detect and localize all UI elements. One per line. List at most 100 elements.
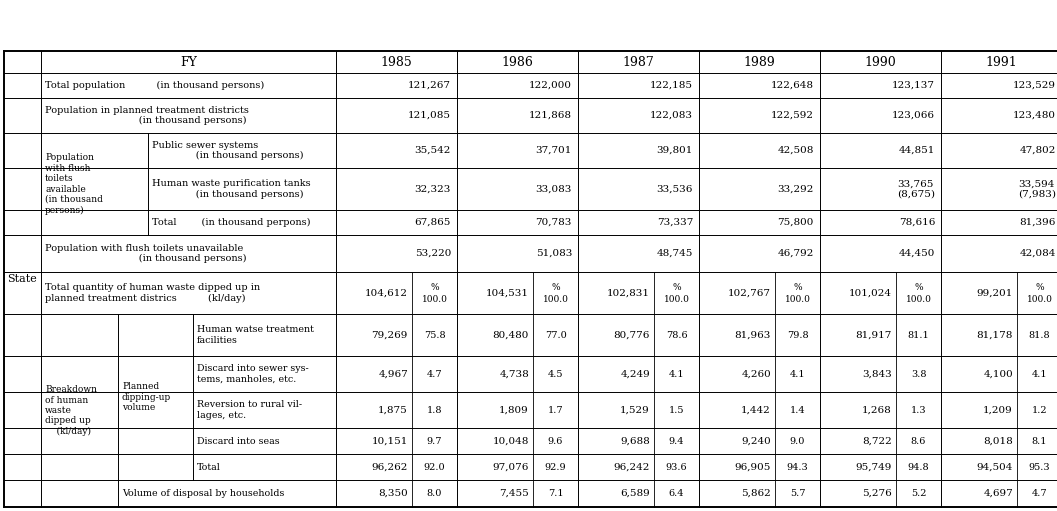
Text: 75.8: 75.8: [424, 331, 445, 339]
Text: 5.7: 5.7: [790, 489, 805, 498]
Text: 102,767: 102,767: [728, 289, 771, 297]
Text: 100.0: 100.0: [422, 294, 447, 304]
Text: 4.7: 4.7: [1032, 489, 1047, 498]
Text: 8.0: 8.0: [427, 489, 442, 498]
Text: 70,783: 70,783: [536, 218, 572, 227]
Text: 3.8: 3.8: [911, 369, 926, 379]
Text: 4,100: 4,100: [983, 369, 1013, 379]
Text: 78.6: 78.6: [666, 331, 687, 339]
Text: 92.0: 92.0: [424, 462, 445, 472]
Text: 8.1: 8.1: [1032, 436, 1047, 446]
Text: 1989: 1989: [744, 56, 776, 68]
Text: 81.8: 81.8: [1028, 331, 1051, 339]
Text: 4.1: 4.1: [790, 369, 805, 379]
Text: 9,240: 9,240: [741, 436, 771, 446]
Text: 1,209: 1,209: [983, 406, 1013, 414]
Text: 123,480: 123,480: [1013, 111, 1056, 120]
Text: 44,450: 44,450: [898, 249, 935, 258]
Text: 9.6: 9.6: [548, 436, 563, 446]
Text: 101,024: 101,024: [849, 289, 892, 297]
Text: 42,508: 42,508: [778, 146, 814, 155]
Text: 1.5: 1.5: [669, 406, 684, 414]
Text: 96,242: 96,242: [614, 462, 650, 472]
Text: 5,862: 5,862: [741, 489, 771, 498]
Text: State: State: [7, 274, 37, 284]
Text: 4,249: 4,249: [620, 369, 650, 379]
Text: Population with flush toilets unavailable
                              (in thou: Population with flush toilets unavailabl…: [45, 244, 246, 263]
Text: 9.4: 9.4: [669, 436, 684, 446]
Text: 46,792: 46,792: [778, 249, 814, 258]
Text: 73,337: 73,337: [656, 218, 693, 227]
Text: 100.0: 100.0: [906, 294, 931, 304]
Text: 7.1: 7.1: [548, 489, 563, 498]
Text: Public sewer systems
              (in thousand persons): Public sewer systems (in thousand person…: [152, 141, 303, 160]
Text: Reversion to rural vil-
lages, etc.: Reversion to rural vil- lages, etc.: [197, 400, 302, 420]
Text: 81.1: 81.1: [908, 331, 929, 339]
Text: 81,396: 81,396: [1020, 218, 1056, 227]
Text: 33,292: 33,292: [778, 184, 814, 194]
Text: Total        (in thousand perpons): Total (in thousand perpons): [152, 218, 311, 227]
Text: 79,269: 79,269: [372, 331, 408, 339]
Text: 121,868: 121,868: [528, 111, 572, 120]
Text: 79.8: 79.8: [786, 331, 809, 339]
Text: 35,542: 35,542: [414, 146, 451, 155]
Text: 4.1: 4.1: [1032, 369, 1047, 379]
Text: 94,504: 94,504: [977, 462, 1013, 472]
Text: 4,697: 4,697: [983, 489, 1013, 498]
Text: Population
with flush
toilets
available
(in thousand
persons): Population with flush toilets available …: [45, 153, 103, 215]
Text: 104,612: 104,612: [365, 289, 408, 297]
Text: 97,076: 97,076: [493, 462, 528, 472]
Text: 1991: 1991: [985, 56, 1018, 68]
Text: 93.6: 93.6: [666, 462, 687, 472]
Text: Discard into seas: Discard into seas: [197, 436, 280, 446]
Text: %: %: [914, 283, 923, 291]
Text: 4,260: 4,260: [741, 369, 771, 379]
Text: %: %: [551, 283, 560, 291]
Text: 4.7: 4.7: [427, 369, 442, 379]
Text: 1.8: 1.8: [427, 406, 442, 414]
Text: 67,865: 67,865: [414, 218, 451, 227]
Text: 99,201: 99,201: [977, 289, 1013, 297]
Text: Total quantity of human waste dipped up in
planned treatment districs          (: Total quantity of human waste dipped up …: [45, 283, 260, 303]
Text: Planned
dipping-up
volume: Planned dipping-up volume: [122, 382, 171, 412]
Text: 47,802: 47,802: [1020, 146, 1056, 155]
Text: 51,083: 51,083: [536, 249, 572, 258]
Text: 81,963: 81,963: [735, 331, 771, 339]
Text: 80,776: 80,776: [614, 331, 650, 339]
Text: 10,048: 10,048: [493, 436, 528, 446]
Text: 123,066: 123,066: [892, 111, 935, 120]
Text: 81,917: 81,917: [855, 331, 892, 339]
Text: 102,831: 102,831: [607, 289, 650, 297]
Text: 4.5: 4.5: [548, 369, 563, 379]
Text: 8,018: 8,018: [983, 436, 1013, 446]
Text: 1990: 1990: [865, 56, 896, 68]
Text: 1.7: 1.7: [548, 406, 563, 414]
Text: 7,455: 7,455: [499, 489, 528, 498]
Text: 100.0: 100.0: [1026, 294, 1053, 304]
Text: 104,531: 104,531: [486, 289, 528, 297]
Text: 80,480: 80,480: [493, 331, 528, 339]
Text: 33,594
(7,983): 33,594 (7,983): [1018, 179, 1056, 199]
Text: Volume of disposal by households: Volume of disposal by households: [122, 489, 284, 498]
Text: 92.9: 92.9: [544, 462, 567, 472]
Text: 95.3: 95.3: [1028, 462, 1051, 472]
Text: 75,800: 75,800: [778, 218, 814, 227]
Text: 48,745: 48,745: [656, 249, 693, 258]
Text: 8.6: 8.6: [911, 436, 926, 446]
Text: 123,529: 123,529: [1013, 81, 1056, 90]
Text: 122,185: 122,185: [650, 81, 693, 90]
Text: 4,738: 4,738: [499, 369, 528, 379]
Text: 4,967: 4,967: [378, 369, 408, 379]
Text: 1,875: 1,875: [378, 406, 408, 414]
Text: 8,350: 8,350: [378, 489, 408, 498]
Text: Total population          (in thousand persons): Total population (in thousand persons): [45, 81, 264, 90]
Text: 1,268: 1,268: [863, 406, 892, 414]
Text: 9.0: 9.0: [790, 436, 805, 446]
Bar: [4, 51, 1057, 507]
Text: 96,905: 96,905: [735, 462, 771, 472]
Text: Human watse treatment
facilities: Human watse treatment facilities: [197, 326, 314, 345]
Text: 122,000: 122,000: [528, 81, 572, 90]
Text: 1,442: 1,442: [741, 406, 771, 414]
Text: 100.0: 100.0: [784, 294, 811, 304]
Text: 33,083: 33,083: [536, 184, 572, 194]
